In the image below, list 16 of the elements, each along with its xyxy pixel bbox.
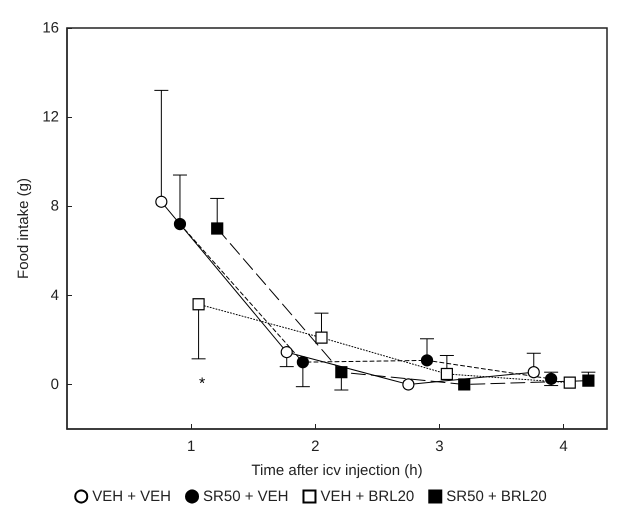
y-tick-label: 0 xyxy=(50,376,59,393)
x-tick-label: 3 xyxy=(435,438,444,455)
legend-label: VEH + VEH xyxy=(92,488,172,505)
y-axis-title: Food intake (g) xyxy=(15,178,32,279)
y-tick-label: 16 xyxy=(42,20,59,36)
y-tick-label: 12 xyxy=(42,108,59,126)
x-axis-title: Time after icv injection (h) xyxy=(251,462,423,479)
y-tick-label: 8 xyxy=(50,198,59,215)
legend-label: SR50 + BRL20 xyxy=(446,488,547,505)
legend-label: SR50 + VEH xyxy=(203,488,288,505)
legend-label: VEH + BRL20 xyxy=(320,488,414,505)
x-tick-label: 1 xyxy=(186,438,196,455)
x-tick-label: 4 xyxy=(559,438,568,455)
annotation: * xyxy=(199,376,206,392)
y-tick-label: 4 xyxy=(50,286,59,304)
x-tick-label: 2 xyxy=(311,438,320,455)
